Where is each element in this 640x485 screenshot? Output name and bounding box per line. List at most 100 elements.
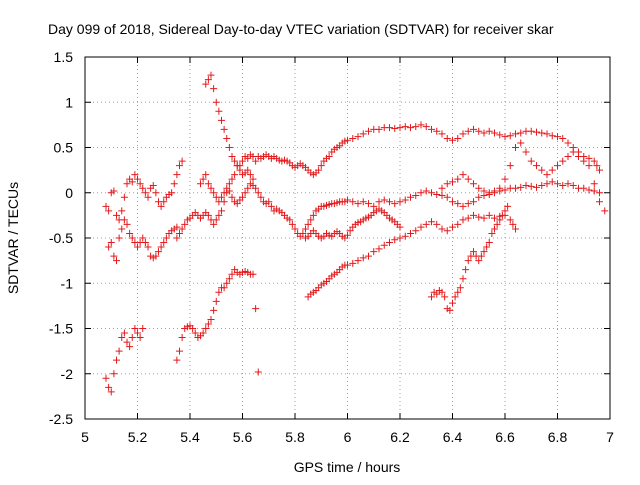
data-point <box>128 178 136 186</box>
data-point <box>506 132 514 140</box>
data-point <box>596 189 603 197</box>
data-point <box>470 248 477 256</box>
data-point <box>548 178 556 186</box>
y-tick-label: 0.5 <box>54 140 74 156</box>
data-point <box>144 243 152 251</box>
y-tick-label: -1.5 <box>49 321 73 337</box>
data-point <box>215 107 223 115</box>
data-point <box>601 207 609 215</box>
data-point <box>590 187 598 195</box>
data-point <box>131 171 139 179</box>
data-point <box>249 270 257 278</box>
data-point <box>223 134 231 142</box>
data-point <box>491 225 498 233</box>
series-track-j <box>202 71 257 183</box>
data-point <box>210 306 218 314</box>
series-track-h <box>304 211 519 301</box>
data-point <box>225 187 233 195</box>
data-point <box>315 166 323 174</box>
data-point <box>396 234 404 242</box>
data-point <box>375 198 383 206</box>
data-point <box>496 216 504 224</box>
y-axis-label: SDTVAR / TECUs <box>5 182 21 294</box>
data-point <box>181 220 189 228</box>
data-point <box>509 220 517 228</box>
data-point <box>349 198 357 206</box>
data-point <box>590 157 598 165</box>
data-point <box>141 239 149 247</box>
data-point <box>178 334 186 342</box>
data-point <box>477 252 485 260</box>
data-point <box>113 211 120 219</box>
data-point <box>370 248 378 256</box>
data-point <box>464 127 472 135</box>
data-point <box>475 184 483 192</box>
data-point <box>375 125 383 133</box>
data-point <box>102 202 110 210</box>
data-point <box>475 193 483 201</box>
data-point <box>527 157 535 165</box>
data-point <box>454 288 462 296</box>
data-point <box>228 153 236 161</box>
data-point <box>134 243 141 251</box>
data-point <box>155 248 162 256</box>
data-point <box>533 183 540 191</box>
data-point <box>215 288 223 296</box>
data-point <box>480 129 488 137</box>
data-point <box>564 180 572 188</box>
data-point <box>428 293 435 301</box>
data-point <box>344 196 351 204</box>
data-point <box>244 184 252 192</box>
data-point <box>559 157 567 165</box>
data-point <box>596 198 603 206</box>
data-point <box>428 218 435 226</box>
data-point <box>204 211 212 219</box>
data-point <box>501 207 509 215</box>
data-point <box>102 374 110 382</box>
data-point <box>317 162 325 170</box>
data-point <box>241 189 249 197</box>
data-point <box>325 153 333 161</box>
data-point <box>265 198 273 206</box>
x-tick-label: 6.6 <box>495 429 515 445</box>
data-point <box>207 315 215 323</box>
data-point <box>291 225 299 233</box>
data-point <box>113 257 120 265</box>
data-point <box>543 171 551 179</box>
data-point <box>433 191 441 199</box>
data-point <box>527 182 535 190</box>
data-point <box>593 162 601 170</box>
data-point <box>210 85 218 93</box>
data-point <box>191 329 199 337</box>
data-point <box>359 198 367 206</box>
data-point <box>349 134 357 142</box>
data-point <box>139 325 147 332</box>
data-points <box>102 71 609 396</box>
data-point <box>522 148 530 156</box>
data-point <box>596 166 603 174</box>
data-point <box>244 154 252 162</box>
data-point <box>483 243 491 251</box>
data-point <box>396 124 404 132</box>
data-point <box>462 266 470 274</box>
x-axis-label: GPS time / hours <box>294 459 401 475</box>
data-point <box>506 216 514 224</box>
series-track-d <box>173 266 262 376</box>
y-tick-label: 0 <box>65 185 73 201</box>
data-point <box>443 227 451 235</box>
data-point <box>456 284 464 292</box>
data-point <box>580 184 588 192</box>
data-point <box>123 220 131 228</box>
data-point <box>449 223 456 231</box>
data-point <box>118 207 126 215</box>
data-point <box>391 236 399 244</box>
data-point <box>496 131 504 139</box>
data-point <box>480 248 488 256</box>
data-point <box>365 252 372 260</box>
data-point <box>407 193 414 201</box>
data-point <box>236 166 244 174</box>
data-point <box>225 275 233 283</box>
data-point <box>228 270 236 278</box>
data-point <box>412 191 420 199</box>
